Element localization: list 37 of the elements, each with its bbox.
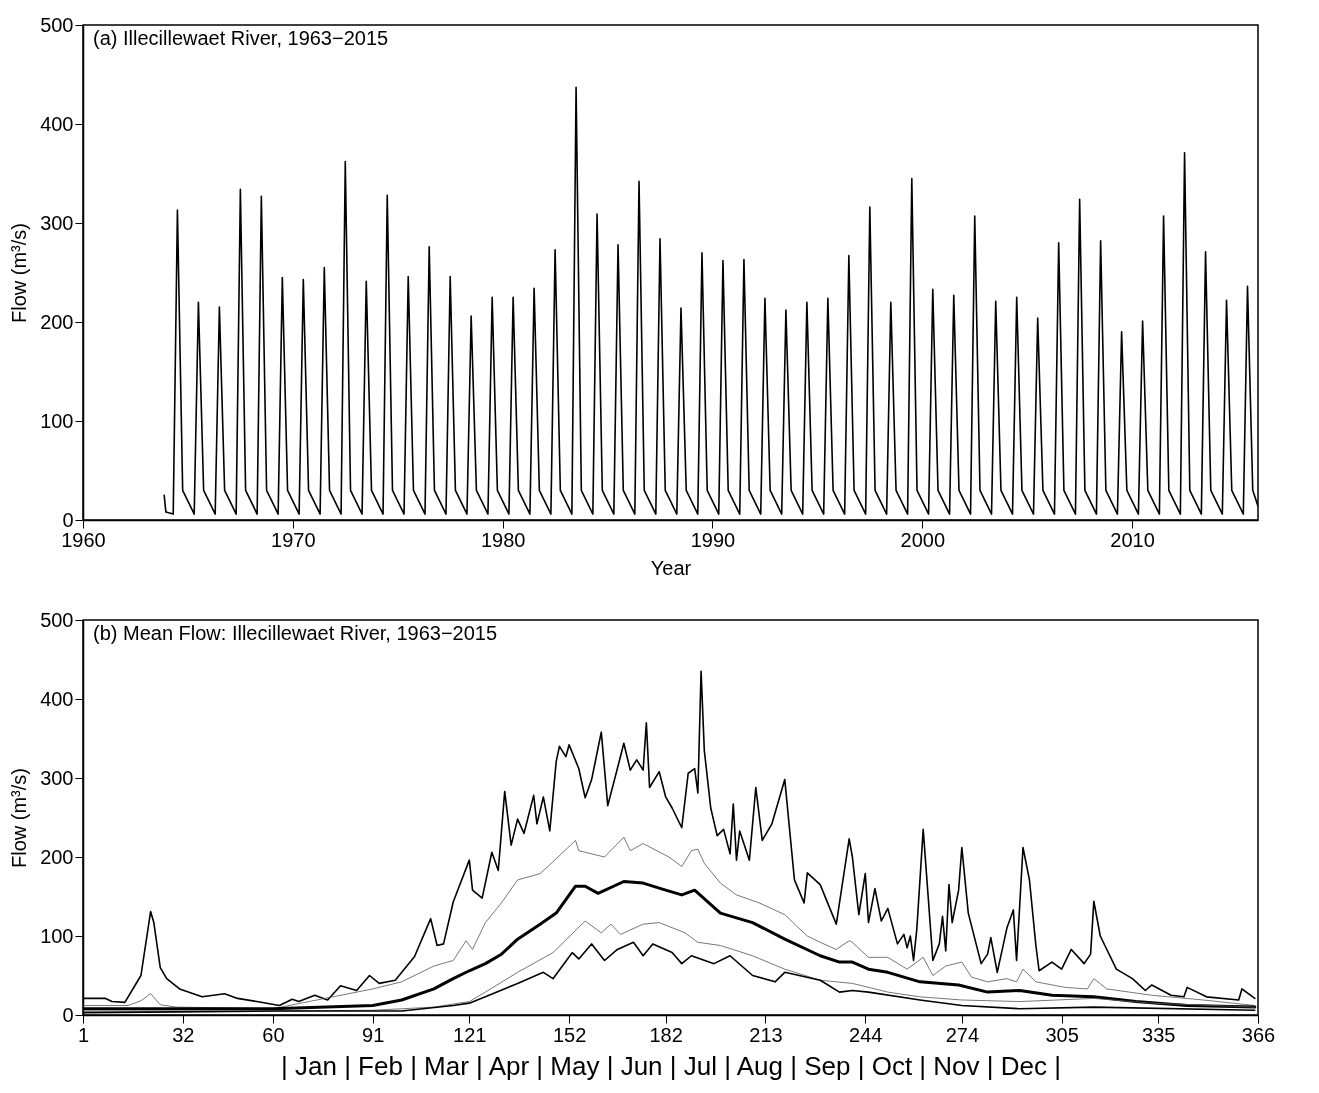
y-tick-label: 100 (40, 924, 74, 947)
x-tick-label: 335 (1142, 1023, 1176, 1046)
y-tick-label: 200 (40, 310, 74, 333)
x-tick-label: 366 (1241, 1023, 1276, 1046)
x-tick-label: 1960 (61, 528, 106, 551)
x-tick-label: 1970 (271, 528, 316, 551)
y-tick-label: 100 (40, 409, 74, 432)
x-tick-label: 1980 (480, 528, 526, 551)
x-tick-label: 1 (77, 1023, 90, 1046)
x-tick-label: 60 (262, 1023, 285, 1046)
x-tick-label: 152 (552, 1023, 587, 1046)
chart-title: (a) Illecillewaet River, 1963−2015 (93, 27, 389, 49)
chart-title: (b) Mean Flow: Illecillewaet River, 1963−2015 (93, 622, 498, 644)
x-tick-label: 91 (362, 1023, 385, 1046)
x-tick-label: 1990 (690, 528, 736, 551)
y-tick-label: 400 (40, 687, 74, 710)
x-tick-label: 121 (453, 1023, 487, 1046)
y-tick-label: 300 (40, 211, 74, 234)
x-axis-title: Year (650, 556, 692, 579)
x-tick-label: 2010 (1110, 528, 1155, 551)
x-tick-label: 2000 (900, 528, 946, 551)
y-axis-title: Flow (m³/s) (8, 768, 31, 868)
y-tick-label: 500 (40, 13, 74, 36)
x-axis-title: | Jan | Feb | Mar | Apr | May | Jun | Jul | Aug | Sep | Oct | Nov | Dec | (281, 1050, 1061, 1081)
y-tick-label: 300 (40, 766, 74, 789)
y-tick-label: 0 (62, 508, 74, 531)
x-tick-label: 32 (172, 1023, 195, 1046)
x-tick-label: 244 (849, 1023, 883, 1046)
x-tick-label: 305 (1045, 1023, 1079, 1046)
y-tick-label: 0 (62, 1003, 74, 1026)
y-tick-label: 500 (40, 608, 74, 631)
x-tick-label: 213 (749, 1023, 783, 1046)
y-tick-label: 400 (40, 112, 74, 135)
y-tick-label: 200 (40, 845, 74, 868)
y-axis-title: Flow (m³/s) (8, 223, 31, 323)
x-tick-label: 274 (945, 1023, 980, 1046)
x-tick-label: 182 (649, 1023, 683, 1046)
